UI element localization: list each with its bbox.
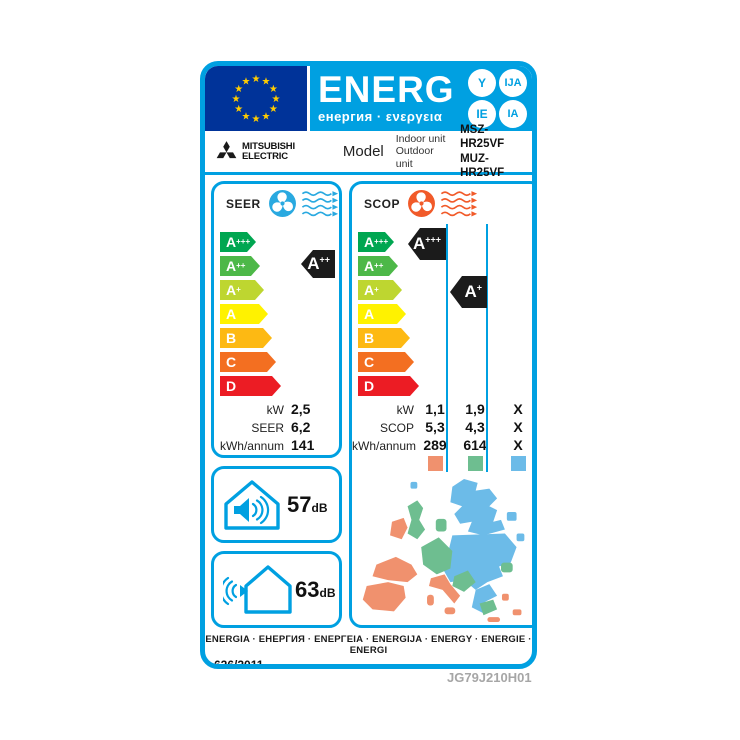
svg-text:★: ★ [262,77,271,88]
svg-text:★: ★ [269,104,278,115]
indoor-noise-house-icon [224,479,280,530]
warmer-annum: 289 [423,437,447,453]
outdoor-noise-unit: dB [319,585,336,600]
scop-panel: SCOP [349,181,537,628]
average-zone-swatch [456,455,494,474]
outdoor-noise-house-icon [223,564,292,614]
suffix-badge-ia: IA [499,100,527,128]
class-arrow-d: D [358,376,419,396]
energ-banner: ENERG енергия · ενεργεια Y IJA IE IA [310,66,532,131]
cooling-kw-label: kW [266,403,284,417]
warmer-scop: 5,3 [425,419,445,435]
cooling-seer-label: SEER [251,421,284,435]
outdoor-model-number: MUZ-HR25VF [460,152,505,179]
class-arrow-a3: A +++ [220,232,256,252]
colder-annum: X [513,437,523,453]
class-arrow-a1: A + [220,280,264,300]
outdoor-noise-value: 63 [295,576,320,602]
cooling-kw-value: 2,5 [291,401,311,417]
svg-text:★: ★ [252,114,261,125]
colder-zone-swatch [496,455,532,474]
indoor-model-number: MSZ-HR25VF [460,123,505,151]
warmer-kw: 1,1 [425,401,445,417]
svg-text:★: ★ [262,111,271,122]
svg-text:★: ★ [272,94,281,105]
svg-text:★: ★ [252,74,261,85]
eu-stars-icon: ★ ★★ ★★★ ★★★ ★★★ [232,74,281,125]
colder-kw: X [513,401,523,417]
class-arrow-d: D [220,376,281,396]
indoor-unit-label: Indoor unit [395,132,446,145]
class-arrow-a2: A ++ [358,256,398,276]
energ-subtitle: енергия · ενεργεια [318,108,443,124]
brand-model-row: MITSUBISHI ELECTRIC Model Indoor unit Ou… [205,124,532,179]
svg-text:★: ★ [242,77,251,88]
suffix-badge-ija: IJA [499,69,527,97]
energ-title: ENERG [318,69,455,111]
average-annum: 614 [463,437,487,453]
heating-scop-label: SCOP [379,421,414,435]
svg-text:★: ★ [242,111,251,122]
class-arrow-a3: A +++ [358,232,394,252]
class-arrow-a2: A ++ [220,256,260,276]
average-kw: 1,9 [465,401,485,417]
cooling-seer-value: 6,2 [291,419,311,435]
outdoor-unit-label: Outdoor unit [395,145,434,170]
heating-class-scale: A +++ A ++ A + A B C D [358,232,537,396]
warmer-zone-shapes [362,517,521,623]
suffix-badge-ie: IE [468,100,496,128]
indoor-noise-value: 57 [287,491,312,517]
regulation-number: 626/2011 [214,658,264,669]
heating-fan-icon [408,190,435,217]
document-code: JG79J210H01 [447,670,532,685]
seer-panel: SEER [211,181,342,458]
class-arrow-b: B [220,328,272,348]
class-arrow-c: C [220,352,276,372]
warm-air-waves-icon [440,191,478,217]
svg-text:★: ★ [234,104,243,115]
zone-divider-2 [486,224,488,472]
average-zone-shapes [407,500,513,616]
class-arrow-a: A [220,304,268,324]
class-arrow-b: B [358,328,410,348]
cooling-rating-arrow: A++ [301,250,335,278]
brand-name-line2: ELECTRIC [242,150,288,162]
language-suffix-badges: Y IJA IE IA [468,69,527,128]
zone-divider-1 [446,224,448,472]
cooling-annum-label: kWh/annum [219,439,284,453]
svg-text:★: ★ [232,94,241,105]
seer-label: SEER [226,196,261,211]
outdoor-noise-panel: 63dB [211,551,342,628]
class-arrow-c: C [358,352,414,372]
cooling-annum-value: 141 [291,437,315,453]
cooling-class-scale: A +++ A ++ A + A B C D [220,232,339,396]
heating-annum-label: kWh/annum [352,439,417,453]
label-header: ★ ★ ★ ★ ★ ★ ★ ★ ★ ★ ★ ★ ENERG енергия · ενεργεια… [205,66,532,131]
svg-text:★: ★ [269,84,278,95]
indoor-noise-unit: dB [311,500,328,515]
eu-flag: ★ ★ ★ ★ ★ ★ ★ ★ ★ ★ ★ ★ [205,66,307,131]
energy-languages-line: ENERGIA · ЕНЕРГИЯ · ΕΝΕΡΓΕΙΑ · ENERGIJA … [205,634,532,656]
mitsubishi-logo: MITSUBISHI ELECTRIC [215,140,295,164]
warmer-zone-swatch [418,455,452,474]
heating-kw-label: kW [396,403,414,417]
cool-air-waves-icon [301,191,338,217]
class-arrow-a1: A + [358,280,402,300]
header-separator [205,172,532,175]
europe-climate-map [362,478,524,623]
brand-name-line1: MITSUBISHI [242,140,295,152]
cooling-fan-icon [268,190,296,217]
eu-energy-label: ★ ★ ★ ★ ★ ★ ★ ★ ★ ★ ★ ★ ENERG енергия · ενεργεια… [200,61,537,669]
svg-text:★: ★ [234,84,243,95]
model-label: Model [342,143,384,160]
scop-label: SCOP [364,196,401,211]
mitsubishi-diamonds-icon [216,140,237,158]
suffix-badge-y: Y [468,69,496,97]
colder-scop: X [513,419,523,435]
indoor-noise-panel: 57dB [211,466,342,543]
average-scop: 4,3 [465,419,485,435]
class-arrow-a: A [358,304,406,324]
